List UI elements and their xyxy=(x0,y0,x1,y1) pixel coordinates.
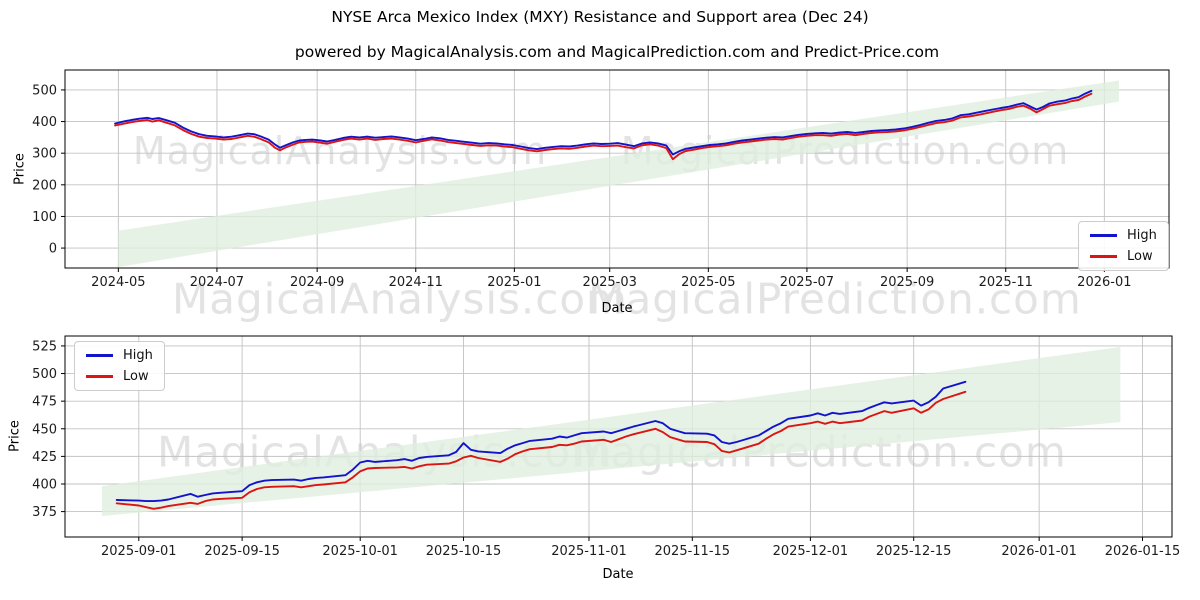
legend-label-low: Low xyxy=(1127,249,1153,264)
y-tick-label: 425 xyxy=(32,450,57,465)
high-line-swatch xyxy=(86,354,113,357)
x-tick-label: 2025-11 xyxy=(979,275,1033,290)
axes-frame xyxy=(64,335,1173,538)
x-tick-label: 2025-12-01 xyxy=(773,544,849,559)
low-line-swatch xyxy=(1090,255,1117,258)
watermark-analysis: MagicalAnalysis.com xyxy=(172,274,628,324)
x-tick-label: 2025-11-15 xyxy=(655,544,731,559)
x-tick-label: 2024-05 xyxy=(91,275,145,290)
legend-entry-high: High xyxy=(1090,229,1157,242)
x-tick-label: 2024-07 xyxy=(190,275,244,290)
y-tick-label: 0 xyxy=(49,242,57,257)
x-tick-label: 2025-10-01 xyxy=(322,544,398,559)
low-line-swatch xyxy=(86,375,113,378)
support-resistance-band xyxy=(118,80,1119,268)
y-tick-label: 375 xyxy=(32,505,57,520)
figure-title: NYSE Arca Mexico Index (MXY) Resistance … xyxy=(331,8,869,26)
y-tick-label: 100 xyxy=(32,210,57,225)
x-tick-label: 2025-11-01 xyxy=(551,544,627,559)
x-tick-label: 2025-10-15 xyxy=(426,544,502,559)
legend-entry-low: Low xyxy=(1090,250,1157,263)
legend-entry-low: Low xyxy=(86,370,153,383)
y-axis-label-top: Price xyxy=(12,153,28,185)
low-line xyxy=(114,92,1093,161)
y-tick-label: 200 xyxy=(32,178,57,193)
watermark-prediction: MagicalPrediction.com xyxy=(588,274,1082,324)
y-tick-label: 525 xyxy=(32,339,57,354)
chart-area-bottom: 2025-09-01 2025-09-15 2025-10-01 2025-10-15… xyxy=(32,335,1181,559)
high-line-swatch xyxy=(1090,234,1117,237)
x-axis-label-bottom: Date xyxy=(602,567,634,582)
legend-label-low: Low xyxy=(123,369,149,384)
x-axis-label-top: Date xyxy=(601,301,633,316)
x-tick-label: 2024-09 xyxy=(290,275,344,290)
x-tick-label: 2025-09-15 xyxy=(204,544,280,559)
y-tick-label: 300 xyxy=(32,147,57,162)
chart-area-top: 2024-05 2024-07 2024-09 2024-11 2025-01 2025-… xyxy=(32,69,1170,290)
high-line xyxy=(114,89,1093,156)
y-axis-label-bottom: Price xyxy=(7,420,23,452)
y-tick-label: 400 xyxy=(32,477,57,492)
x-tick-label: 2026-01-01 xyxy=(1001,544,1077,559)
x-tick-label: 2025-03 xyxy=(583,275,637,290)
x-tick-label: 2026-01-15 xyxy=(1105,544,1181,559)
x-tick-label: 2025-09-01 xyxy=(101,544,177,559)
legend-entry-high: High xyxy=(86,349,153,362)
high-line xyxy=(115,380,967,503)
y-tick-label: 475 xyxy=(32,395,57,410)
y-tick-label: 450 xyxy=(32,422,57,437)
x-tick-label: 2025-09 xyxy=(880,275,934,290)
y-tick-label: 400 xyxy=(32,115,57,130)
x-tick-label: 2025-01 xyxy=(487,275,541,290)
legend-label-high: High xyxy=(1127,228,1157,243)
legend-bottom-chart: High Low xyxy=(74,341,165,391)
low-line xyxy=(115,390,967,510)
legend-label-high: High xyxy=(123,348,153,363)
axes-frame xyxy=(64,69,1170,269)
x-tick-label: 2025-05 xyxy=(681,275,735,290)
y-tick-label: 500 xyxy=(32,367,57,382)
x-tick-label: 2025-07 xyxy=(780,275,834,290)
legend-top-chart: High Low xyxy=(1078,221,1169,271)
x-tick-label: 2025-12-15 xyxy=(876,544,952,559)
figure-subtitle: powered by MagicalAnalysis.com and Magic… xyxy=(294,43,940,61)
x-tick-label: 2024-11 xyxy=(389,275,443,290)
y-tick-label: 500 xyxy=(32,83,57,98)
x-tick-label: 2026-01 xyxy=(1077,275,1131,290)
